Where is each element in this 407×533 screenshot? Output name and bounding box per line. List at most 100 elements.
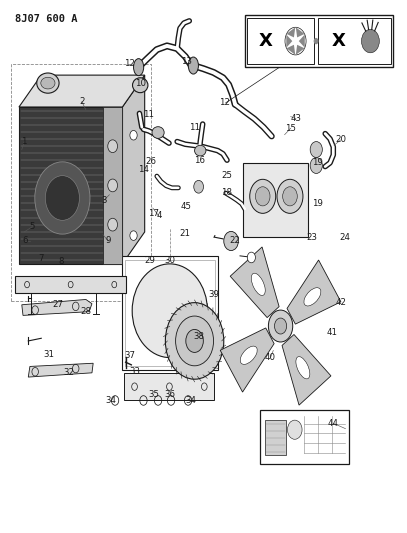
Polygon shape [287,27,295,37]
Text: 24: 24 [339,233,350,242]
Polygon shape [123,75,144,264]
Circle shape [224,231,239,251]
Bar [243,163,308,237]
Text: 38: 38 [193,332,204,341]
Text: 20: 20 [335,135,346,144]
Text: 9: 9 [105,237,111,246]
Polygon shape [19,75,144,107]
Text: 4: 4 [156,212,162,221]
Ellipse shape [304,288,321,306]
Circle shape [268,310,293,342]
Text: 19: 19 [313,158,323,167]
Ellipse shape [195,146,206,156]
Text: 28: 28 [80,307,92,316]
Circle shape [310,142,322,158]
Polygon shape [286,35,292,48]
Text: 34: 34 [185,396,196,405]
Circle shape [277,179,303,213]
Text: 6: 6 [22,237,28,246]
Text: 45: 45 [181,203,192,212]
Circle shape [247,252,256,263]
Bar [122,256,218,370]
Ellipse shape [240,346,257,365]
Circle shape [274,318,287,334]
Circle shape [45,176,79,220]
Circle shape [256,187,270,206]
Text: 11: 11 [143,110,154,119]
Text: 25: 25 [221,171,232,180]
Text: 39: 39 [208,289,219,298]
Polygon shape [287,45,295,55]
Text: 33: 33 [130,367,141,376]
Text: 27: 27 [53,300,64,309]
Ellipse shape [37,73,59,93]
Text: 23: 23 [307,233,318,242]
Circle shape [108,218,118,231]
Text: 42: 42 [335,298,346,307]
Bar [245,15,393,67]
Text: 12: 12 [124,59,135,68]
Circle shape [35,162,90,234]
Text: 5: 5 [30,222,35,231]
Bar [247,18,315,64]
Text: 12: 12 [219,98,230,107]
Polygon shape [22,300,92,316]
Text: 8J07 600 A: 8J07 600 A [15,14,77,24]
Text: 41: 41 [327,328,338,337]
Circle shape [186,329,204,352]
Polygon shape [282,335,331,405]
Text: 8: 8 [58,257,63,265]
Circle shape [194,180,204,193]
Circle shape [283,187,297,206]
Bar [318,18,391,64]
Polygon shape [287,260,341,324]
Text: 11: 11 [189,123,200,132]
Bar [265,420,286,455]
Circle shape [130,131,137,140]
Ellipse shape [133,59,144,76]
Polygon shape [230,247,279,318]
Text: 21: 21 [180,229,191,238]
Ellipse shape [251,273,265,295]
Ellipse shape [152,127,164,139]
Ellipse shape [132,264,208,358]
Text: 26: 26 [145,157,156,166]
Text: 40: 40 [265,353,276,362]
Ellipse shape [188,57,199,74]
Polygon shape [299,35,305,48]
Circle shape [314,38,319,44]
Polygon shape [220,328,274,392]
Circle shape [175,316,214,366]
Circle shape [250,179,276,213]
Circle shape [361,29,379,53]
Text: 36: 36 [165,390,176,399]
Circle shape [108,140,118,152]
Text: 34: 34 [105,396,116,405]
Text: 29: 29 [144,256,155,264]
Text: 35: 35 [149,390,160,399]
Text: 15: 15 [285,124,296,133]
Text: 13: 13 [181,58,192,66]
Text: 17: 17 [149,209,160,218]
Text: 2: 2 [79,97,85,106]
Polygon shape [296,27,304,37]
Ellipse shape [133,78,148,93]
Circle shape [108,179,118,192]
Text: 44: 44 [328,419,339,428]
Bar [125,260,215,366]
Ellipse shape [41,77,55,89]
Text: 1: 1 [22,137,27,146]
Bar [15,276,127,293]
Text: 14: 14 [138,165,149,174]
Bar [103,107,123,264]
Text: 31: 31 [44,350,55,359]
Text: 43: 43 [291,114,302,123]
Circle shape [310,158,322,173]
Text: X: X [259,32,273,50]
Bar [19,107,123,264]
Text: 37: 37 [124,351,135,360]
Text: 7: 7 [39,254,44,263]
Bar [260,410,349,464]
Text: 32: 32 [63,368,74,377]
Polygon shape [296,45,304,55]
